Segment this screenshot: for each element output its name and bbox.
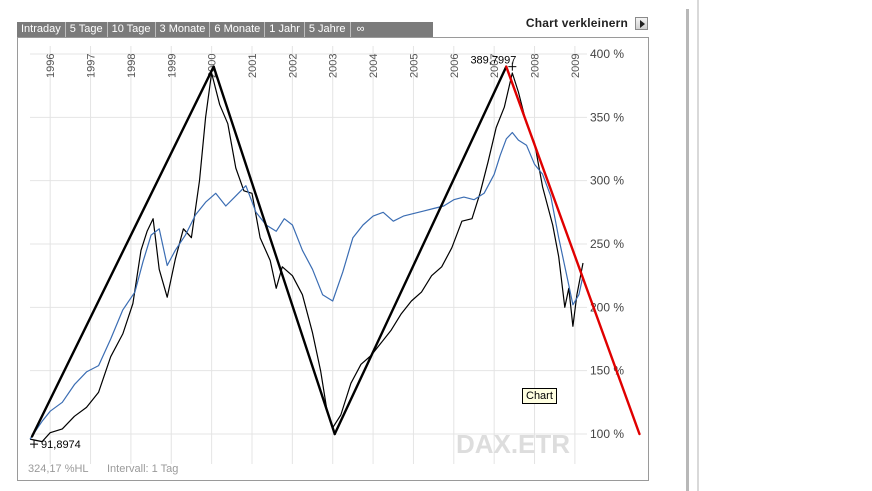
x-tick-label: 2004 bbox=[368, 54, 380, 78]
x-tick-label: 2001 bbox=[247, 54, 259, 78]
comparison-series-line bbox=[29, 131, 584, 440]
trend-line bbox=[333, 65, 508, 436]
x-tick-label: 2002 bbox=[287, 54, 299, 78]
interval-label: Intervall: 1 Tag bbox=[107, 463, 179, 475]
tab-10-tage[interactable]: 10 Tage bbox=[108, 22, 156, 37]
tab-1-jahr[interactable]: 1 Jahr bbox=[265, 22, 305, 37]
index-series-line bbox=[29, 72, 584, 443]
tab-5-jahre[interactable]: 5 Jahre bbox=[305, 22, 351, 37]
x-tick-label: 2003 bbox=[328, 54, 340, 78]
min-value-label: 91,8974 bbox=[41, 439, 81, 451]
x-tick-labels: 1996 1997 1998 1999 2000 2001 2002 2003 2004 2005… bbox=[45, 54, 582, 78]
x-tick-label: 2005 bbox=[408, 54, 420, 78]
tab-intraday[interactable]: Intraday bbox=[17, 22, 66, 37]
chart-tooltip: Chart bbox=[522, 388, 557, 404]
x-tick-label: 1997 bbox=[86, 54, 98, 78]
shrink-chart-control[interactable]: Chart verkleinern bbox=[526, 14, 648, 32]
x-tick-label: 1998 bbox=[126, 54, 138, 78]
x-tick-label: 1996 bbox=[45, 54, 57, 78]
y-tick-labels: 100 %150 %200 %250 %300 %350 %400 % bbox=[590, 47, 624, 441]
play-arrow-icon[interactable] bbox=[635, 16, 648, 30]
series-layer bbox=[29, 72, 584, 443]
tab-max[interactable]: ∞ bbox=[356, 23, 365, 35]
y-tick-label: 300 % bbox=[590, 174, 624, 188]
trend-line bbox=[30, 65, 215, 438]
x-tick-label: 2009 bbox=[570, 54, 582, 78]
y-tick-label: 200 % bbox=[590, 300, 624, 314]
downtrend-line bbox=[505, 65, 641, 436]
x-tick-label: 2006 bbox=[449, 54, 461, 78]
max-value-label: 389,7997 bbox=[470, 55, 516, 67]
grid-layer bbox=[30, 46, 587, 464]
timeframe-tabs: Intraday 5 Tage 10 Tage 3 Monate 6 Monat… bbox=[17, 22, 433, 37]
tab-6-monate[interactable]: 6 Monate bbox=[210, 22, 266, 37]
x-tick-label: 2008 bbox=[530, 54, 542, 78]
y-tick-label: 100 % bbox=[590, 427, 624, 441]
chart-watermark: DAX.ETR bbox=[456, 429, 570, 459]
trend-layer bbox=[30, 65, 641, 438]
tab-3-monate[interactable]: 3 Monate bbox=[156, 22, 211, 37]
window-border bbox=[686, 9, 689, 491]
x-tick-label: 2007 bbox=[489, 54, 501, 78]
y-tick-label: 250 % bbox=[590, 237, 624, 251]
x-tick-label: 1999 bbox=[166, 54, 178, 78]
performance-label: 324,17 %HL bbox=[28, 463, 89, 475]
trend-line bbox=[212, 65, 336, 436]
y-tick-label: 350 % bbox=[590, 110, 624, 124]
y-tick-label: 400 % bbox=[590, 47, 624, 61]
window-border-outer bbox=[697, 0, 699, 491]
tab-5-tage[interactable]: 5 Tage bbox=[66, 22, 108, 37]
annotation-layer: 91,8974 389,7997 bbox=[30, 55, 517, 451]
shrink-chart-label[interactable]: Chart verkleinern bbox=[525, 16, 628, 30]
